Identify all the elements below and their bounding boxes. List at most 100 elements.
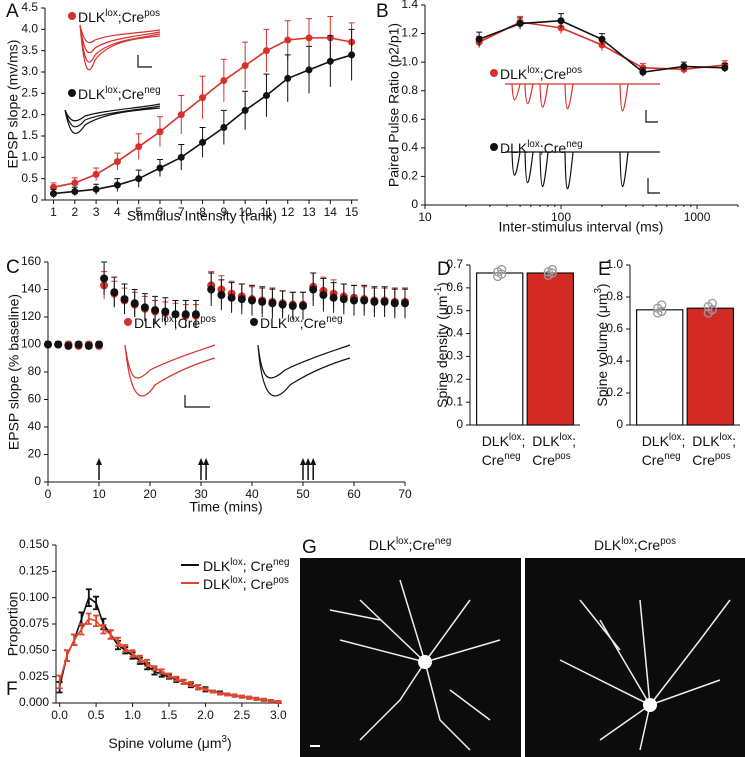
bar <box>635 309 684 426</box>
x-tick-label: 11 <box>260 205 273 219</box>
y-tick-label: 0.4 <box>401 140 418 154</box>
legend-label-part: neg <box>144 85 160 96</box>
sample-point <box>547 268 557 278</box>
x-tick-label: 6 <box>157 205 164 219</box>
error-bar <box>93 595 100 611</box>
arrow-head <box>96 458 102 465</box>
y-tick-label: 0.4 <box>446 326 463 340</box>
legend-label-part: pos <box>273 575 289 586</box>
category-label-part: lox <box>720 432 733 443</box>
category-label: DLKlox; <box>642 432 686 449</box>
legend-label-part: neg <box>273 557 289 568</box>
data-point <box>177 111 185 119</box>
x-tick-label: 3.0 <box>270 708 287 722</box>
micrographs <box>300 558 745 757</box>
legend-label-part: DLK <box>260 315 288 331</box>
y-tick-label: 0.8 <box>606 289 623 303</box>
data-point <box>113 181 121 189</box>
legend-label-part: DLK <box>203 558 231 574</box>
stimulus-arrow <box>96 458 102 480</box>
data-point <box>241 106 249 114</box>
category-label-part: pos <box>715 451 731 462</box>
data-point <box>71 187 79 195</box>
x-tick-label: 20 <box>143 487 157 501</box>
y-tick-label: 0.2 <box>401 169 418 183</box>
category-label: Crepos <box>692 451 730 468</box>
x-tick-label: 0.0 <box>51 708 68 722</box>
error-bar <box>136 654 143 663</box>
x-tick-label: 40 <box>245 487 259 501</box>
data-point <box>401 299 409 308</box>
data-point <box>241 62 249 70</box>
x-axis-label: Spine volume (μm3) <box>108 734 231 751</box>
panel-label: B <box>376 1 389 22</box>
error-bar <box>253 696 260 701</box>
data-point <box>237 295 246 304</box>
data-point <box>100 274 109 283</box>
image-title-part: neg <box>435 536 451 547</box>
panel-label: C <box>6 257 20 278</box>
legend-label-part: ;Cre <box>118 9 145 25</box>
category-label-part: lox <box>509 432 522 443</box>
error-bar <box>173 675 180 682</box>
x-tick-label: 10 <box>238 205 252 219</box>
error-bar <box>114 636 121 648</box>
legend-label-part: lox <box>527 139 540 150</box>
stimulus-arrow <box>300 458 306 480</box>
data-point <box>329 293 338 302</box>
x-tick-label: 8 <box>199 205 206 219</box>
category-label-part: ; <box>521 433 525 449</box>
panel-label: G <box>302 537 317 558</box>
legend-label-part: DLK <box>203 576 231 592</box>
bar <box>526 272 575 426</box>
trace <box>79 24 161 71</box>
error-bar <box>209 689 216 694</box>
y-tick-label: 1.0 <box>21 150 38 164</box>
error-bar <box>122 644 129 653</box>
y-tick-label: 4.5 <box>21 0 38 14</box>
data-point <box>135 143 143 151</box>
scale-bar <box>645 110 658 123</box>
x-tick-label: 100 <box>551 210 571 224</box>
x-tick-label: 0 <box>45 487 52 501</box>
data-point <box>680 62 688 70</box>
legend-label-part: DLK <box>78 9 106 25</box>
y-axis-label-part: 3 <box>593 288 604 294</box>
data-point <box>309 285 318 294</box>
error-bar <box>195 684 202 691</box>
y-tick-label: 3.0 <box>21 64 38 78</box>
category-label-part: Cre <box>692 452 715 468</box>
x-tick-label: 7 <box>178 205 185 219</box>
y-tick-label: 3.5 <box>21 43 38 57</box>
legend-label: DLKlox; Creneg <box>203 557 289 574</box>
legend-label-part: lox <box>287 314 300 325</box>
data-point <box>299 302 307 310</box>
y-tick-label: 0.7 <box>446 257 463 271</box>
y-tick-label: 80 <box>28 364 42 378</box>
data-point <box>220 77 228 85</box>
legend-label: DLKlox;Creneg <box>260 314 343 331</box>
category-label-part: ; <box>572 433 576 449</box>
legend-swatch <box>124 318 132 326</box>
error-bar <box>180 678 187 685</box>
category-label: DLKlox; <box>482 432 526 449</box>
legend-swatch <box>490 143 498 151</box>
data-point <box>380 297 389 306</box>
data-point <box>199 94 207 102</box>
data-point <box>350 296 358 305</box>
y-tick-label: 0.100 <box>19 590 49 604</box>
y-tick-label: 60 <box>28 392 42 406</box>
legend-label-part: neg <box>566 139 582 150</box>
legend-swatch <box>250 318 258 326</box>
trace <box>505 83 660 112</box>
error-bar <box>85 588 92 607</box>
y-tick-label: 40 <box>28 419 42 433</box>
data-point <box>207 285 216 294</box>
arrow-head <box>198 458 204 465</box>
error-bar <box>100 624 107 635</box>
y-tick-label: 0 <box>31 192 38 206</box>
error-bar <box>129 649 136 658</box>
y-tick-label: 0.1 <box>446 394 463 408</box>
x-tick-label: 70 <box>398 487 412 501</box>
arrow-head <box>305 458 312 465</box>
